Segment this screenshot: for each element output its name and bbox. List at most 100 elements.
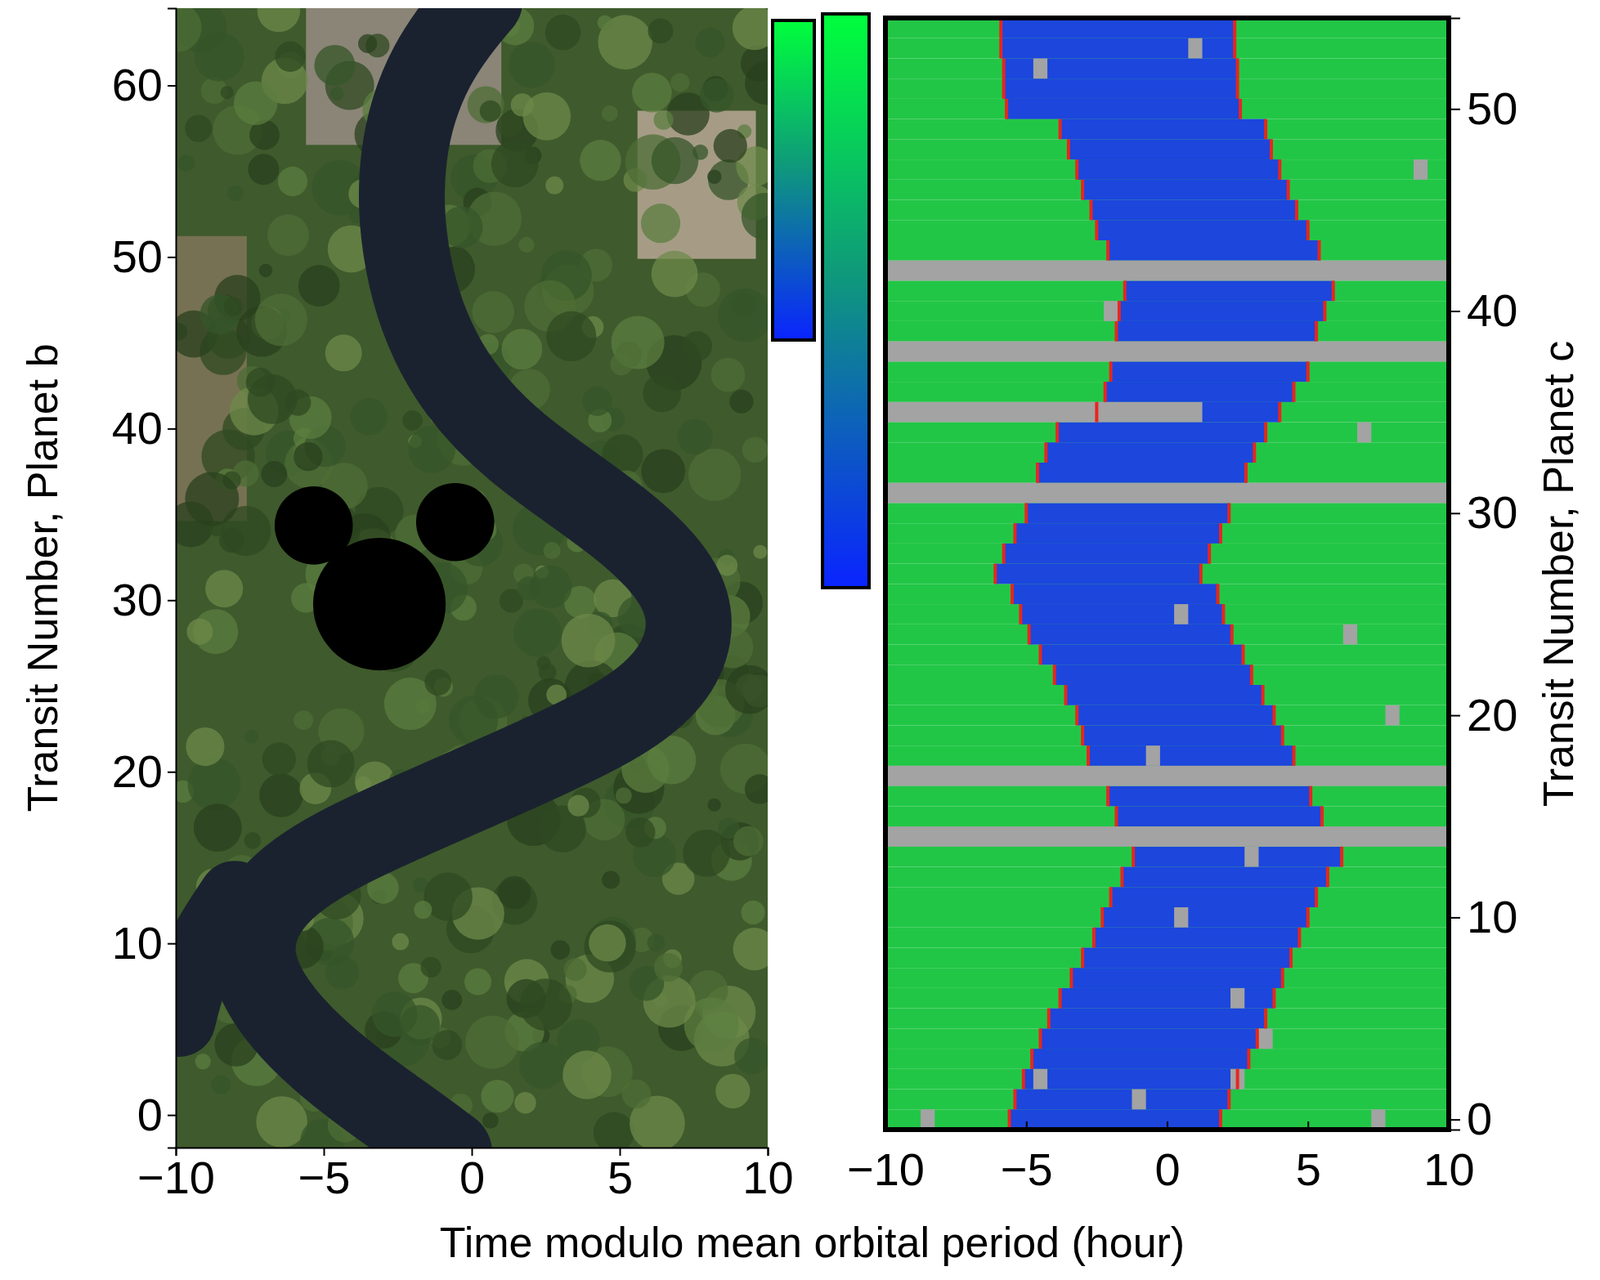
y-axis-right: 01020304050: [1448, 18, 1518, 1146]
egress-marker: [1297, 927, 1301, 949]
photo-tree: [260, 461, 287, 488]
photo-tree: [642, 374, 682, 413]
tick: 20: [112, 745, 176, 798]
in-transit-cells: [1088, 745, 1294, 767]
axis-title: Transit Number, Planet b: [18, 343, 67, 812]
figure: 0102030405060−10−50510Transit Number, Pl…: [0, 0, 1600, 1280]
photo-tree: [543, 542, 561, 560]
ingress-marker: [1012, 1089, 1017, 1111]
egress-marker: [1340, 847, 1344, 868]
in-transit-cells: [1121, 867, 1327, 888]
photo-tree: [713, 129, 748, 163]
photo-tree: [583, 920, 637, 973]
egress-marker: [1269, 138, 1273, 160]
tick-mark: [1448, 108, 1461, 111]
row-out-of-transit: [885, 1109, 1449, 1130]
egress-marker: [1286, 179, 1291, 201]
row-out-of-transit: [885, 543, 1449, 565]
photo-tree: [220, 85, 234, 99]
photo-tree: [546, 311, 597, 362]
in-transit-cells: [1060, 988, 1275, 1009]
photo-tree: [480, 1080, 514, 1113]
ingress-marker: [1109, 361, 1113, 382]
tick-label: 0: [1154, 1143, 1180, 1196]
tick-mark: [1166, 1121, 1169, 1130]
missing-data: [1131, 1089, 1146, 1111]
ingress-marker: [1117, 300, 1121, 322]
photo-tree: [402, 410, 423, 431]
egress-marker: [1238, 98, 1242, 120]
missing-data: [1357, 422, 1372, 444]
tick-label: 40: [112, 402, 163, 454]
egress-marker: [1322, 300, 1327, 322]
missing-data: [1033, 1069, 1048, 1090]
photo-tree: [694, 27, 725, 58]
row-out-of-transit: [885, 280, 1449, 301]
photo-tree: [224, 296, 244, 317]
tick: 5: [607, 1147, 633, 1204]
egress-marker: [1292, 381, 1296, 403]
egress-marker: [1227, 502, 1231, 524]
missing-data: [885, 826, 1449, 848]
in-transit-cells: [1102, 907, 1308, 928]
photo-tree: [725, 665, 768, 715]
in-transit-cells: [1133, 847, 1342, 868]
in-transit-cells: [1045, 442, 1255, 463]
ingress-marker: [1027, 624, 1031, 646]
photo-tree: [259, 264, 273, 278]
photo-tree: [314, 44, 356, 86]
ingress-marker: [999, 38, 1003, 59]
photo-tree: [423, 872, 472, 921]
in-transit-cells: [1107, 786, 1311, 807]
in-transit-cells: [1076, 159, 1280, 180]
row-out-of-transit: [885, 200, 1449, 221]
tick: 30: [1448, 486, 1518, 538]
egress-marker: [1232, 38, 1237, 59]
photo-tree: [467, 85, 505, 123]
row-out-of-transit: [885, 321, 1449, 342]
photo-tree: [247, 374, 298, 425]
axis-line: [1449, 18, 1462, 1131]
photo-tree: [752, 545, 767, 560]
egress-marker: [1221, 604, 1225, 625]
in-transit-cells: [1023, 1069, 1238, 1090]
row-out-of-transit: [885, 240, 1449, 261]
missing-data: [885, 483, 1449, 504]
axis-title: Transit Number, Planet c: [1534, 340, 1583, 807]
row-out-of-transit: [885, 645, 1449, 666]
row-out-of-transit: [885, 462, 1449, 484]
ingress-marker: [1094, 402, 1099, 423]
photo-tree: [205, 569, 243, 608]
row-out-of-transit: [885, 381, 1449, 403]
tick-mark: [1448, 917, 1461, 919]
photo-tree: [479, 100, 502, 122]
row-out-of-transit: [885, 78, 1449, 99]
photo-tree: [424, 668, 452, 696]
photo-tree: [358, 34, 377, 54]
missing-data: [885, 766, 1449, 787]
row-out-of-transit: [885, 583, 1449, 605]
row-out-of-transit: [885, 745, 1449, 767]
photo-river: [179, 897, 236, 1021]
row-out-of-transit: [885, 341, 1449, 363]
photo-tree: [482, 1112, 499, 1130]
photo-tree: [399, 1005, 440, 1046]
egress-marker: [1306, 361, 1310, 382]
ingress-marker: [1047, 1008, 1051, 1030]
missing-data: [885, 341, 1449, 363]
egress-marker: [1261, 685, 1265, 706]
missing-data: [885, 260, 1449, 282]
row-out-of-transit: [885, 685, 1449, 706]
ingress-marker: [1094, 219, 1099, 241]
tick: −5: [298, 1147, 351, 1204]
in-transit-cells: [1039, 645, 1243, 666]
photo-tree: [631, 72, 673, 113]
photo-tree: [640, 203, 681, 243]
x-axis-right: −10−50510: [847, 1121, 1475, 1196]
tick-mark: [1448, 310, 1461, 313]
photo-tree: [293, 710, 314, 731]
ingress-marker: [1058, 119, 1063, 140]
egress-marker: [1236, 78, 1240, 99]
row-out-of-transit: [885, 826, 1449, 848]
photo-tree: [185, 727, 225, 767]
